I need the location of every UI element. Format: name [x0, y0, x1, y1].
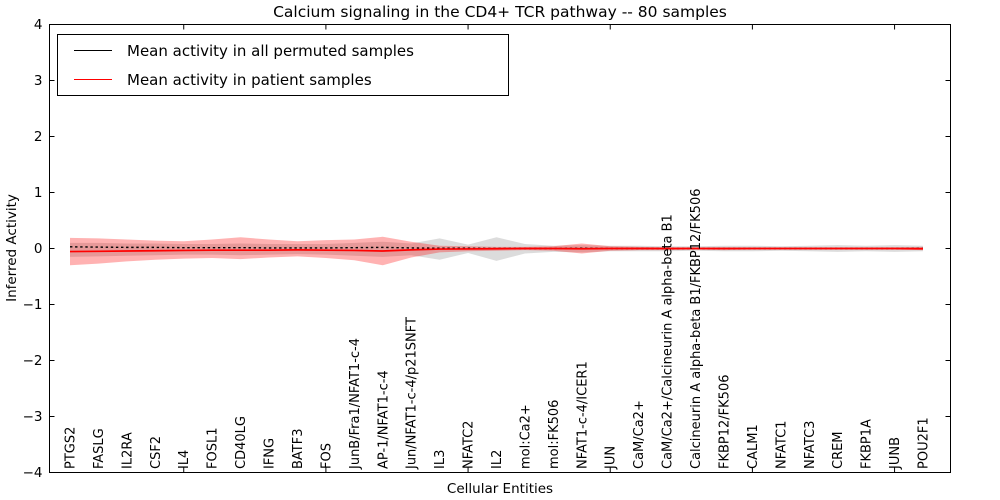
y-tick-label: 0 — [34, 241, 43, 257]
chart-title: Calcium signaling in the CD4+ TCR pathwa… — [273, 3, 727, 21]
x-tick-label: CALM1 — [746, 424, 761, 469]
x-tick-label: NFATC1 — [774, 421, 789, 469]
x-tick-label: IL3 — [433, 450, 448, 469]
legend-item-permuted: Mean activity in all permuted samples — [58, 36, 508, 65]
x-axis-label: Cellular Entities — [446, 481, 554, 497]
y-tick-label: 3 — [34, 73, 43, 89]
x-tick-label: Jun/NFAT1-c-4/p21SNFT — [405, 317, 420, 470]
legend-label-patient: Mean activity in patient samples — [127, 70, 372, 89]
y-tick-label: −3 — [23, 409, 43, 425]
x-tick-label: CaM/Ca2+/Calcineurin A alpha-beta B1 — [661, 214, 676, 469]
patient-samples-std-band — [70, 236, 923, 266]
y-tick-label: 2 — [34, 129, 43, 145]
x-tick-label: NFATC2 — [462, 421, 477, 469]
x-tick-label: IL4 — [177, 450, 192, 469]
x-tick-label: IL2 — [490, 450, 505, 469]
legend: Mean activity in all permuted samples Me… — [57, 34, 509, 96]
y-tick-label: 1 — [34, 185, 43, 201]
patient-line-swatch — [74, 79, 112, 80]
permuted-line-swatch — [74, 50, 112, 51]
x-tick-label: FOS — [319, 443, 334, 469]
x-tick-label: FKBP1A — [860, 419, 875, 469]
x-tick-label: FOSL1 — [206, 428, 221, 469]
x-tick-label: CSF2 — [149, 436, 164, 469]
x-tick-label: AP-1/NFAT1-c-4 — [376, 370, 391, 469]
x-tick-label: CD40LG — [234, 416, 249, 469]
legend-label-permuted: Mean activity in all permuted samples — [127, 41, 414, 60]
series-line-patient — [69, 247, 924, 253]
y-tick-label: −4 — [23, 465, 43, 481]
x-tick-label: CaM/Ca2+ — [632, 400, 647, 469]
x-tick-label: FASLG — [92, 428, 107, 469]
y-tick-label: −2 — [23, 353, 43, 369]
x-tick-label: Calcineurin A alpha-beta B1/FKBP12/FK506 — [689, 189, 704, 469]
x-tick-label: mol:FK506 — [547, 400, 562, 469]
x-tick-label: JUNB — [888, 437, 903, 470]
x-tick-label: NFAT1-c-4/ICER1 — [575, 361, 590, 469]
x-tick-label: JunB/Fra1/NFAT1-c-4 — [348, 338, 363, 470]
x-tick-label: IL2RA — [120, 432, 135, 469]
x-tick-label: NFATC3 — [803, 421, 818, 469]
y-tick-label: −1 — [23, 297, 43, 313]
x-tick-label: mol:Ca2+ — [518, 404, 533, 469]
x-tick-label: JUN — [604, 446, 619, 470]
x-tick-label: POU2F1 — [917, 417, 932, 469]
x-tick-label: BATF3 — [291, 429, 306, 470]
x-tick-label: IFNG — [263, 438, 278, 469]
y-axis-label: Inferred Activity — [4, 194, 20, 302]
legend-item-patient: Mean activity in patient samples — [58, 65, 508, 94]
y-tick-label: 4 — [34, 17, 43, 33]
x-tick-label: PTGS2 — [64, 427, 79, 469]
x-tick-label: FKBP12/FK506 — [717, 375, 732, 470]
x-tick-label: CREM — [831, 431, 846, 469]
